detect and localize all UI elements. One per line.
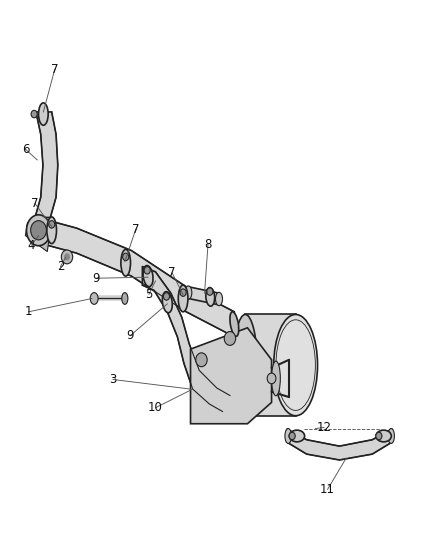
Ellipse shape [289, 430, 305, 442]
Text: 7: 7 [168, 266, 176, 279]
Text: 12: 12 [317, 421, 332, 434]
Text: 9: 9 [126, 329, 134, 342]
Ellipse shape [388, 429, 395, 443]
Ellipse shape [90, 293, 98, 304]
Ellipse shape [178, 285, 188, 312]
Circle shape [61, 250, 73, 264]
Ellipse shape [143, 265, 153, 287]
Circle shape [31, 221, 46, 240]
Polygon shape [287, 429, 392, 460]
Circle shape [196, 353, 207, 367]
Ellipse shape [230, 312, 239, 336]
Text: 7: 7 [31, 197, 39, 210]
Ellipse shape [121, 249, 131, 276]
Ellipse shape [272, 361, 280, 395]
Ellipse shape [233, 314, 258, 416]
Text: 7: 7 [51, 63, 59, 76]
Text: 7: 7 [132, 223, 140, 236]
Text: 9: 9 [92, 272, 100, 285]
Text: 4: 4 [28, 239, 35, 252]
Polygon shape [35, 112, 58, 217]
Polygon shape [191, 328, 272, 424]
Ellipse shape [285, 429, 292, 443]
Circle shape [163, 293, 170, 300]
Circle shape [267, 373, 276, 384]
Polygon shape [142, 266, 230, 411]
Ellipse shape [162, 292, 172, 313]
Ellipse shape [274, 314, 318, 416]
Circle shape [31, 110, 37, 118]
Ellipse shape [26, 215, 50, 246]
Ellipse shape [206, 288, 215, 306]
Circle shape [224, 332, 236, 345]
Ellipse shape [47, 217, 57, 244]
Circle shape [207, 288, 213, 295]
Circle shape [180, 289, 186, 296]
Text: 10: 10 [148, 401, 163, 414]
Text: 8: 8 [205, 238, 212, 251]
Circle shape [376, 432, 382, 440]
Text: 1: 1 [25, 305, 32, 318]
Circle shape [64, 254, 70, 260]
Polygon shape [25, 222, 49, 252]
Circle shape [144, 266, 150, 274]
Polygon shape [37, 217, 234, 337]
Circle shape [289, 432, 295, 440]
Ellipse shape [122, 293, 128, 304]
Ellipse shape [39, 103, 48, 125]
Text: 6: 6 [21, 143, 29, 156]
Ellipse shape [215, 292, 223, 306]
Ellipse shape [376, 430, 392, 442]
Polygon shape [245, 314, 296, 416]
Ellipse shape [33, 217, 41, 243]
Text: 5: 5 [145, 288, 152, 301]
Ellipse shape [185, 286, 192, 300]
Circle shape [49, 221, 55, 228]
Text: 2: 2 [57, 260, 64, 273]
Polygon shape [188, 287, 219, 305]
Circle shape [123, 253, 129, 261]
Text: 11: 11 [320, 483, 335, 496]
Text: 3: 3 [110, 373, 117, 386]
